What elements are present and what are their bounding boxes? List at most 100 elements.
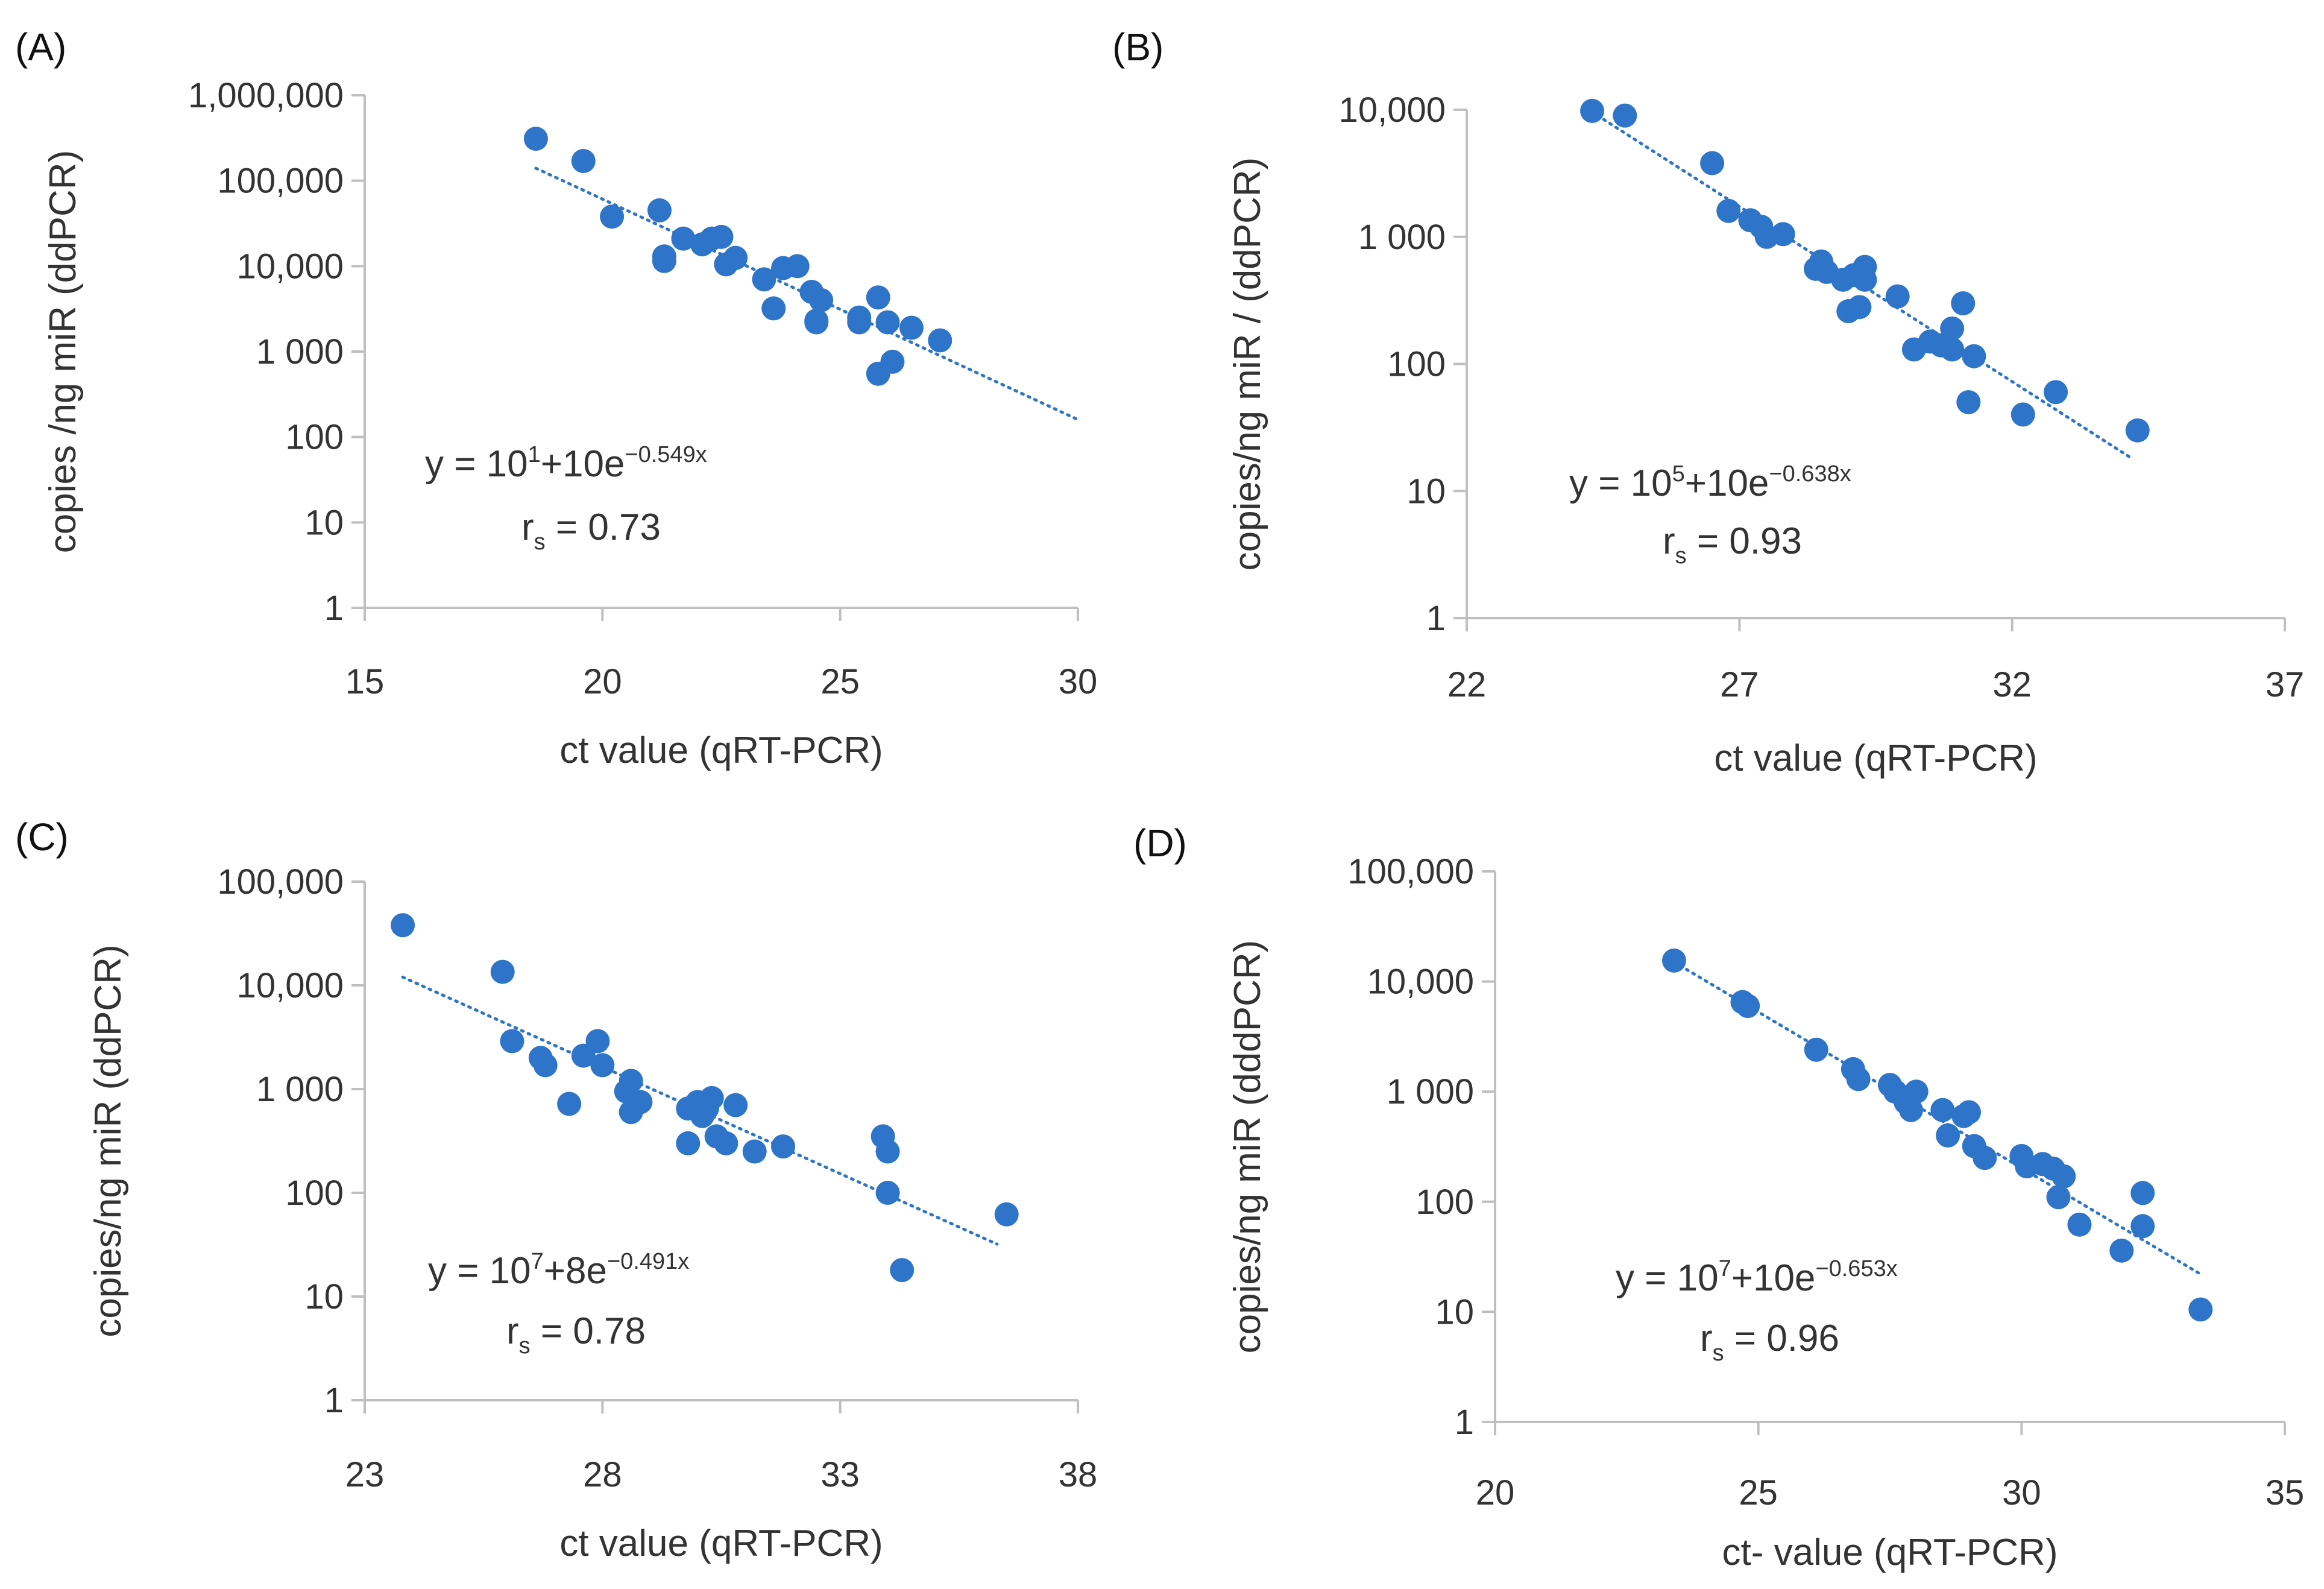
data-point bbox=[1951, 291, 1976, 315]
y-tick-label: 10,000 bbox=[1367, 962, 1474, 1002]
x-tick-label: 28 bbox=[583, 1455, 622, 1494]
y-tick-label: 100,000 bbox=[1347, 852, 1474, 891]
data-point bbox=[1898, 1098, 1923, 1122]
data-point bbox=[490, 959, 515, 984]
data-point bbox=[533, 1053, 558, 1078]
y-tick-label: 1 bbox=[324, 1381, 344, 1420]
x-axis-title: ct value (qRT-PCR) bbox=[559, 1523, 883, 1564]
y-tick-label: 100 bbox=[1387, 345, 1446, 384]
x-tick-label: 22 bbox=[1447, 665, 1487, 704]
data-point bbox=[585, 1029, 610, 1054]
chart-panel-c: (C) 1 10 100 1 000 10,000 100,000 23 28 33 38 ct va… bbox=[15, 815, 1097, 1564]
y-tick-label: 1 000 bbox=[256, 332, 344, 371]
data-point bbox=[994, 1202, 1019, 1227]
data-point bbox=[742, 1139, 767, 1164]
data-point bbox=[1846, 1067, 1871, 1091]
y-tick-label: 1 000 bbox=[1358, 218, 1446, 257]
data-point bbox=[2052, 1164, 2076, 1189]
data-point bbox=[1962, 344, 1986, 368]
x-tick-label: 25 bbox=[1739, 1473, 1778, 1512]
data-point bbox=[928, 328, 953, 353]
data-point bbox=[723, 245, 748, 270]
y-tick-label: 10 bbox=[304, 503, 344, 542]
x-tick-label: 37 bbox=[2266, 665, 2305, 704]
data-point bbox=[1973, 1146, 1997, 1170]
y-tick-label: 1 bbox=[1455, 1403, 1474, 1442]
equation-annotation: y = 105+10e−0.638x bbox=[1569, 461, 1851, 504]
y-axis-title: copies/ng miR / (ddPCR) bbox=[1227, 157, 1268, 571]
data-point bbox=[761, 296, 786, 321]
y-tick-label: 10 bbox=[304, 1277, 344, 1316]
rs-annotation: rs = 0.93 bbox=[1663, 520, 1802, 569]
data-point bbox=[875, 310, 900, 335]
data-point bbox=[2130, 1181, 2155, 1205]
y-tick-label: 1 bbox=[1426, 599, 1446, 638]
y-tick-label: 1,000,000 bbox=[188, 76, 344, 115]
rs-annotation: rs = 0.73 bbox=[521, 507, 661, 555]
y-tick-label: 10,000 bbox=[237, 966, 344, 1005]
chart-panel-b: (B) 1 10 100 1 000 10,000 22 27 32 37 ct value (qR… bbox=[1112, 25, 2304, 779]
data-point bbox=[557, 1091, 582, 1116]
x-tick-label: 35 bbox=[2266, 1473, 2305, 1512]
y-tick-label: 1 000 bbox=[256, 1070, 344, 1109]
data-point bbox=[1700, 151, 1725, 175]
data-point bbox=[619, 1069, 643, 1093]
y-tick-label: 1 bbox=[324, 589, 344, 628]
data-point bbox=[571, 149, 596, 174]
y-tick-label: 100 bbox=[1415, 1183, 1474, 1222]
x-tick-label: 38 bbox=[1059, 1455, 1098, 1494]
data-point bbox=[652, 248, 676, 273]
data-point bbox=[899, 315, 924, 340]
data-point bbox=[1847, 295, 1872, 320]
y-axis-title: copies /ng miR (ddPCR) bbox=[42, 150, 84, 553]
data-point bbox=[1957, 1100, 1981, 1125]
data-point bbox=[699, 1085, 724, 1110]
y-tick-label: 10,000 bbox=[1339, 90, 1446, 130]
data-point bbox=[1885, 284, 1910, 309]
y-tick-label: 100,000 bbox=[217, 862, 344, 902]
x-tick-label: 20 bbox=[1476, 1473, 1515, 1512]
data-point bbox=[1580, 98, 1605, 123]
data-point bbox=[647, 198, 672, 223]
x-axis-title: ct- value (qRT-PCR) bbox=[1722, 1532, 2058, 1573]
data-point bbox=[1771, 222, 1795, 247]
chart-panel-a: (A) 1 10 100 1 000 10,000 100,000 1,000,000 15 20… bbox=[15, 25, 1097, 771]
data-point bbox=[523, 127, 548, 151]
data-point bbox=[391, 913, 415, 938]
data-point bbox=[1956, 390, 1981, 414]
rs-annotation: rs = 0.78 bbox=[506, 1310, 646, 1359]
y-tick-label: 10,000 bbox=[237, 247, 344, 286]
data-point bbox=[809, 288, 834, 312]
y-tick-label: 10 bbox=[1406, 472, 1446, 511]
panel-label: (C) bbox=[15, 815, 69, 859]
data-point bbox=[866, 285, 890, 310]
x-tick-label: 33 bbox=[820, 1455, 860, 1494]
equation-annotation: y = 107+8e−0.491x bbox=[428, 1249, 689, 1292]
data-point bbox=[2109, 1238, 2134, 1263]
data-point bbox=[714, 1131, 738, 1155]
data-point bbox=[804, 308, 829, 333]
data-point bbox=[2011, 402, 2035, 427]
x-tick-label: 30 bbox=[1059, 662, 1098, 701]
x-tick-label: 32 bbox=[1992, 665, 2032, 704]
x-axis-title: ct value (qRT-PCR) bbox=[559, 730, 883, 771]
data-point bbox=[752, 267, 776, 292]
data-point bbox=[2044, 380, 2068, 405]
x-tick-label: 30 bbox=[2002, 1473, 2041, 1512]
panel-label: (A) bbox=[15, 25, 66, 69]
data-point bbox=[785, 254, 810, 279]
data-point bbox=[1940, 337, 1965, 362]
x-axis-title: ct value (qRT-PCR) bbox=[1714, 738, 2037, 779]
equation-annotation: y = 101+10e−0.549x bbox=[425, 442, 707, 485]
data-point bbox=[676, 1131, 701, 1155]
y-axis-title: copies/ng miR (dddPCR) bbox=[1227, 940, 1268, 1354]
y-tick-label: 10 bbox=[1435, 1292, 1474, 1332]
x-tick-label: 20 bbox=[583, 662, 622, 701]
y-tick-label: 100,000 bbox=[217, 162, 344, 201]
data-point bbox=[1736, 994, 1760, 1019]
data-point bbox=[2125, 418, 2150, 443]
data-point bbox=[2130, 1214, 2155, 1239]
x-tick-label: 27 bbox=[1720, 665, 1759, 704]
data-point bbox=[2067, 1212, 2092, 1237]
